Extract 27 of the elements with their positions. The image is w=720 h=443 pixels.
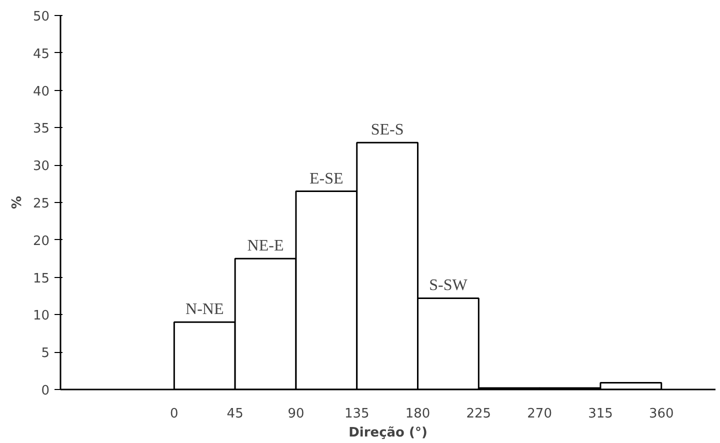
x-tick-label: 135	[344, 406, 370, 422]
y-tick-label: 50	[32, 10, 50, 24]
annotation: E-SE	[310, 170, 344, 188]
y-tick-label: 35	[32, 122, 50, 137]
y-axis-title: %	[10, 196, 25, 210]
x-tick-label: 315	[588, 406, 613, 422]
y-tick-label: 20	[32, 234, 50, 249]
y-tick-label: 10	[32, 308, 50, 324]
x-tick-label: 45	[226, 406, 244, 422]
y-tick-label: 30	[32, 159, 50, 174]
y-tick-label: 15	[32, 271, 50, 286]
y-tick-label: 40	[32, 84, 50, 100]
x-axis-title: Direção (°)	[348, 426, 428, 440]
y-tick-label: 5	[41, 346, 50, 362]
x-tick-label: 90	[288, 406, 304, 422]
annotation: S-SW	[429, 277, 468, 294]
x-tick-label: 360	[648, 406, 674, 422]
y-tick-label: 45	[32, 46, 50, 62]
x-tick-label: 225	[466, 406, 492, 422]
annotation: SE-S	[370, 122, 404, 139]
annotation: N-NE	[186, 301, 224, 318]
x-tick-label: 0	[170, 406, 178, 422]
y-tick-label: 0	[41, 384, 50, 398]
x-tick-label: 270	[527, 406, 552, 422]
x-tick-label: 180	[405, 406, 430, 422]
annotation: NE-E	[247, 238, 284, 255]
y-tick-label: 25	[32, 196, 50, 212]
